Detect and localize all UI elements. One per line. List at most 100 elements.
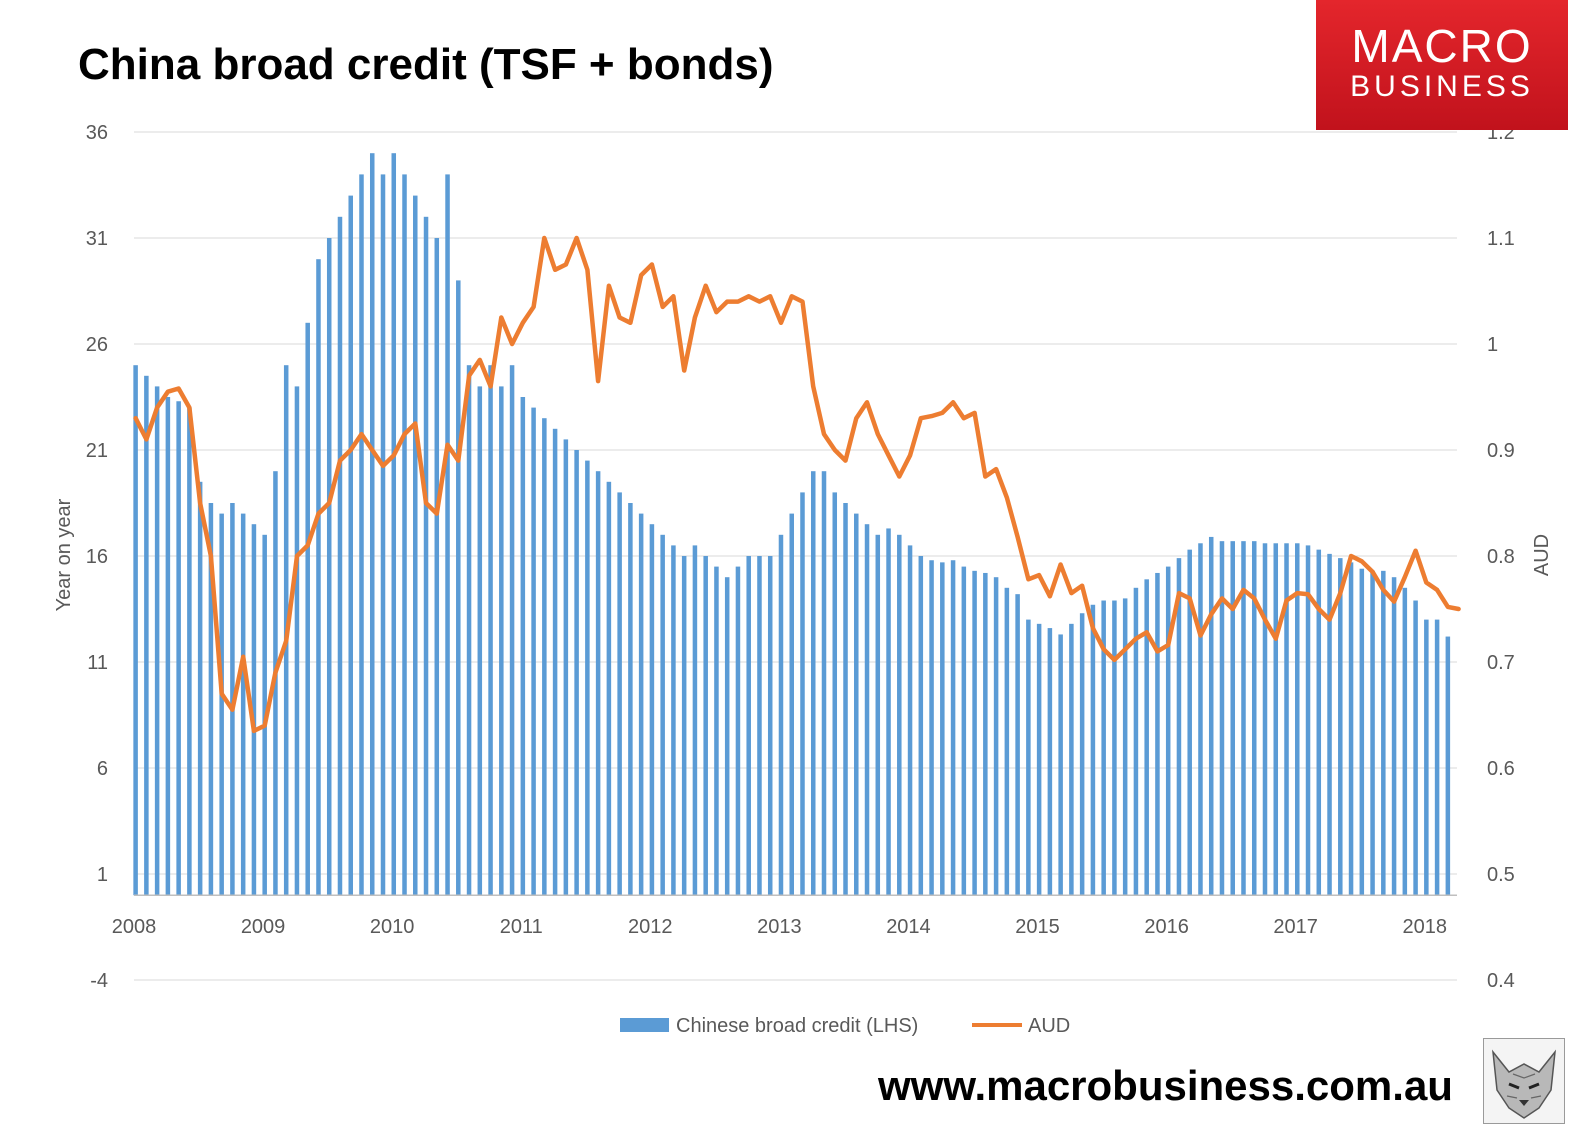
credit-bar — [886, 528, 891, 896]
credit-bar — [499, 386, 504, 896]
right-tick-label: 0.6 — [1487, 758, 1515, 780]
credit-bar — [843, 503, 848, 896]
macro-business-logo: MACRO BUSINESS — [1316, 0, 1568, 130]
credit-bar — [391, 153, 397, 896]
legend: Chinese broad credit (LHS) AUD — [620, 1015, 1070, 1037]
credit-bar — [1069, 623, 1074, 896]
credit-bar — [574, 450, 579, 896]
x-tick-label: 2017 — [1273, 916, 1318, 938]
credit-bar — [1273, 543, 1279, 896]
credit-bar — [1155, 572, 1160, 896]
credit-bar — [692, 545, 698, 896]
right-tick-label: 1 — [1487, 334, 1498, 356]
credit-bar — [1036, 623, 1042, 896]
credit-bar — [542, 418, 547, 896]
legend-label-bars: Chinese broad credit (LHS) — [676, 1015, 918, 1037]
credit-bar — [477, 386, 483, 896]
credit-bar — [1445, 636, 1451, 896]
credit-bar — [778, 534, 784, 896]
credit-bar — [1402, 587, 1408, 896]
credit-bar — [585, 460, 590, 896]
right-axis-title: AUD — [1531, 534, 1553, 576]
credit-bar — [724, 577, 730, 896]
credit-bar — [606, 481, 612, 896]
credit-bar — [197, 481, 203, 896]
x-tick-label: 2013 — [757, 916, 802, 938]
credit-bar — [993, 577, 999, 896]
right-tick-label: 1.1 — [1487, 228, 1515, 250]
left-axis-title: Year on year — [53, 498, 75, 611]
credit-bar — [800, 492, 805, 896]
x-tick-label: 2012 — [628, 916, 673, 938]
left-tick-label: 16 — [86, 546, 108, 568]
x-tick-label: 2016 — [1144, 916, 1189, 938]
credit-bar — [628, 503, 633, 896]
credit-bar — [187, 407, 192, 896]
credit-bar — [789, 513, 794, 896]
credit-bar — [1079, 613, 1085, 896]
x-tick-label: 2011 — [500, 916, 543, 938]
website-url: www.macrobusiness.com.au — [878, 1062, 1453, 1109]
credit-bar — [369, 153, 375, 896]
credit-bar — [950, 560, 956, 896]
credit-bar — [1413, 600, 1418, 896]
logo-line2: BUSINESS — [1350, 70, 1534, 103]
credit-bar — [251, 524, 257, 896]
right-tick-label: 0.4 — [1487, 970, 1515, 992]
credit-bar — [165, 397, 171, 896]
credit-bar — [445, 174, 450, 896]
right-tick-label: 0.9 — [1487, 440, 1515, 462]
credit-bar — [326, 238, 332, 896]
credit-bar — [757, 556, 762, 896]
credit-bar — [1391, 577, 1397, 896]
left-tick-label: 11 — [87, 652, 108, 674]
credit-bar — [1208, 536, 1214, 896]
credit-bar — [660, 534, 665, 896]
credit-bar — [940, 562, 945, 896]
credit-bar — [767, 556, 773, 896]
credit-bar — [961, 566, 967, 896]
credit-bar — [875, 534, 881, 896]
left-tick-label: 21 — [86, 440, 108, 462]
x-tick-label: 2010 — [370, 916, 415, 938]
bar-series — [133, 153, 1451, 896]
credit-bar — [929, 560, 934, 896]
credit-bar — [1241, 541, 1246, 896]
credit-bar — [1359, 568, 1365, 896]
x-tick-label: 2009 — [241, 916, 286, 938]
left-tick-label: 1 — [97, 864, 108, 886]
line-series — [133, 235, 1461, 734]
credit-bar — [348, 195, 353, 896]
credit-bar — [735, 566, 741, 896]
credit-bar — [219, 513, 224, 896]
x-tick-label: 2018 — [1402, 916, 1447, 938]
x-tick-labels: 2008 2009 2010 2011 2012 2013 2014 2015 2016 2017… — [112, 916, 1447, 938]
credit-bar — [1015, 594, 1020, 896]
credit-bar — [133, 365, 138, 896]
credit-bar — [1058, 634, 1063, 896]
credit-bar — [918, 556, 924, 896]
credit-bar — [983, 572, 988, 896]
credit-bar — [1338, 558, 1343, 896]
gridlines — [134, 131, 1457, 981]
left-tick-label: 26 — [86, 334, 108, 356]
right-tick-label: 0.5 — [1487, 864, 1515, 886]
credit-bar — [1284, 543, 1289, 896]
credit-bar — [1047, 628, 1053, 896]
credit-bar — [208, 503, 214, 896]
credit-bar — [144, 375, 149, 896]
credit-bar — [617, 492, 622, 896]
credit-bar — [1004, 587, 1010, 896]
credit-bar — [1424, 619, 1429, 896]
credit-bar — [864, 524, 870, 896]
credit-bar — [972, 570, 977, 896]
credit-bar — [1187, 549, 1192, 896]
credit-bar — [294, 386, 300, 896]
credit-bar — [1316, 549, 1322, 896]
credit-bar — [423, 216, 429, 896]
credit-bar — [907, 545, 913, 896]
credit-bar — [854, 513, 859, 896]
credit-bar — [1295, 543, 1300, 896]
credit-bar — [1305, 545, 1311, 896]
